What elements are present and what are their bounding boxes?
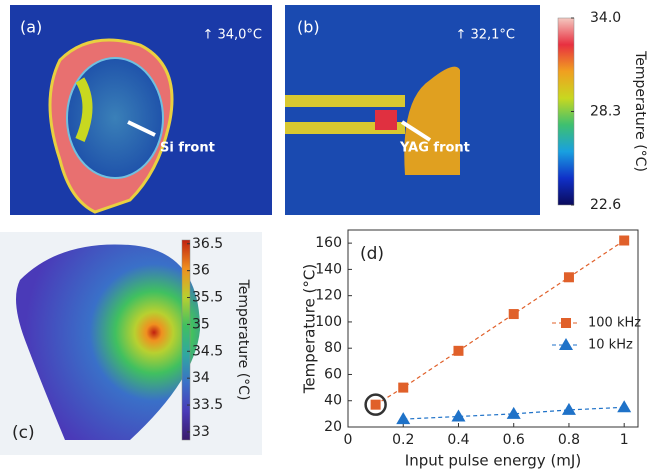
y-tick-label: 20 [324,419,342,435]
y-axis-label: Temperature (°C) [301,264,319,394]
annotation: Si front [160,141,215,156]
x-tick-label: 0.8 [558,432,580,448]
legend-marker [559,338,573,350]
colorbar-title: Temperature (°C) [632,50,648,172]
tick-label: 34 [192,370,210,386]
annotation: YAG front [399,141,470,156]
series-line [376,241,625,405]
marker [564,272,574,282]
marker [398,383,408,393]
y-tick-label: 60 [324,366,342,382]
panel-label: (c) [12,423,35,443]
marker [619,236,629,246]
tick-label: 36 [192,263,210,279]
x-tick-label: 0.6 [503,432,525,448]
legend-marker [561,318,571,328]
y-tick-label: 40 [324,393,342,409]
y-tick-label: 120 [315,288,342,304]
tick-label: 34.0 [590,10,621,26]
x-tick-label: 0.2 [392,432,414,448]
max-temp: ↑ 34,0°C [202,28,262,43]
marker [617,400,631,412]
figure: (a) ↑ 34,0°C Si front (b) ↑ 32,1°C YAG f… [0,0,651,469]
marker [396,412,410,424]
x-tick-label: 1 [620,432,629,448]
tick-label: 36.5 [192,236,223,252]
tick-label: 28.3 [590,104,621,120]
tick-label: 35 [192,316,210,332]
y-tick-label: 80 [324,340,342,356]
x-tick-label: 0 [344,432,353,448]
tick-label: 34.5 [192,343,223,359]
legend-label: 10 kHz [588,338,633,353]
marker [562,403,576,415]
x-axis-label: Input pulse energy (mJ) [405,452,581,469]
thermal-image-b: (b) ↑ 32,1°C YAG front [285,5,540,215]
colorbar-title: Temperature (°C) [235,279,251,401]
tick-label: 33.5 [192,397,223,413]
marker [371,400,381,410]
tick-label: 33 [192,424,210,440]
y-tick-label: 160 [315,235,342,251]
x-tick-label: 0.4 [447,432,469,448]
legend-label: 100 kHz [588,316,641,331]
panel-label: (b) [297,18,320,37]
marker [507,407,521,419]
panel-label: (a) [20,18,42,37]
marker [451,409,465,421]
y-tick-label: 100 [315,314,342,330]
y-tick-label: 140 [315,261,342,277]
marker [509,309,519,319]
colorbar [182,240,190,440]
max-temp: ↑ 32,1°C [455,28,515,43]
tick-label: 35.5 [192,290,223,306]
marker [453,346,463,356]
panel-label: (d) [360,244,384,264]
tick-label: 22.6 [590,197,621,213]
thermal-image-a: (a) ↑ 34,0°C Si front [10,5,272,215]
